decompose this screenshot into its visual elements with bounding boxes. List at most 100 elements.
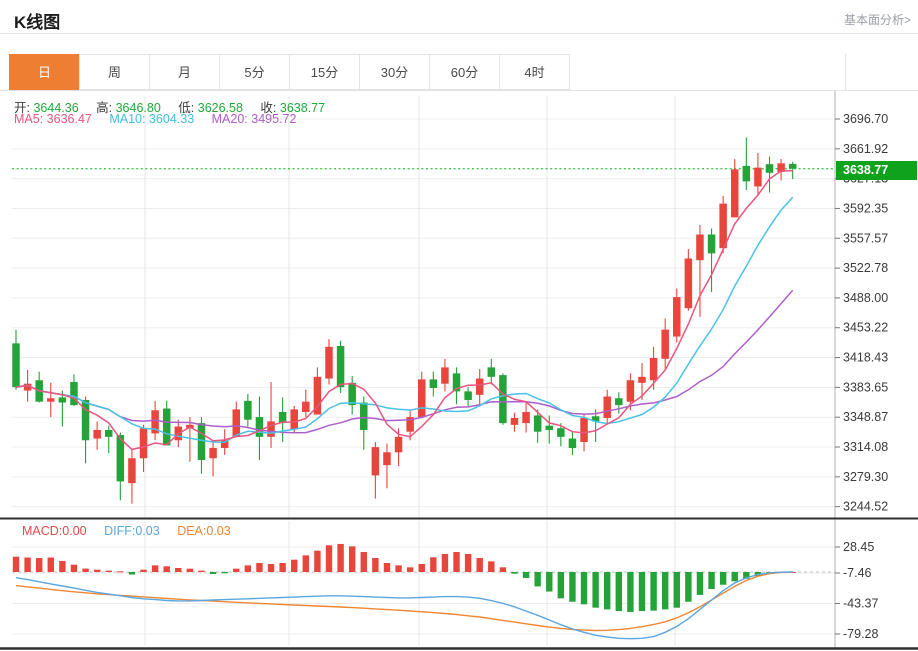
- macd-hist-bar: [70, 564, 78, 572]
- macd-hist-bar: [650, 572, 657, 611]
- axis-tick-label: 3592.35: [843, 201, 888, 215]
- macd-hist-bar: [372, 557, 379, 572]
- candle-body: [220, 440, 229, 448]
- macd-hist-bar: [233, 568, 240, 572]
- open-label: 开:: [14, 101, 30, 115]
- candle-body: [754, 167, 762, 187]
- candle-body: [580, 417, 588, 442]
- candle-body: [244, 400, 252, 420]
- dea-line: [15, 571, 793, 632]
- candle-body: [278, 411, 287, 424]
- candle-body: [116, 435, 125, 482]
- candle-body: [336, 345, 345, 388]
- macd-axis-tick-label: -7.46: [843, 566, 872, 580]
- candle-body: [302, 401, 310, 412]
- candle-body: [742, 165, 751, 182]
- candle-body: [70, 381, 78, 406]
- macd-hist-bar: [314, 550, 321, 572]
- candle-body: [661, 329, 669, 359]
- tab-15min[interactable]: 15分: [289, 54, 360, 90]
- candle-body: [730, 169, 739, 218]
- macd-hist-bar: [35, 557, 43, 572]
- candle-body: [267, 421, 275, 437]
- candle-body: [568, 438, 577, 448]
- candle-body: [557, 428, 565, 437]
- axis-tick-label: 3661.92: [843, 142, 888, 156]
- macd-hist-bar: [743, 572, 750, 579]
- tab-month[interactable]: 月: [149, 54, 220, 90]
- macd-hist-bar: [209, 572, 217, 575]
- macd-hist-bar: [418, 564, 425, 572]
- macd-hist-bar: [511, 572, 518, 574]
- candle-body: [47, 398, 55, 402]
- tabs-right-separator: [845, 54, 846, 90]
- candle-body: [417, 379, 426, 418]
- macd-hist-bar: [140, 569, 147, 572]
- macd-hist-bar: [569, 572, 576, 602]
- macd-legend: MACD:0.00 DIFF:0.03 DEA:0.03: [22, 524, 231, 538]
- axis-tick-label: 3383.65: [843, 380, 888, 394]
- candle-body: [696, 234, 704, 261]
- candle-body: [383, 452, 391, 466]
- tab-60min[interactable]: 60分: [429, 54, 500, 90]
- macd-hist-bar: [476, 557, 483, 572]
- tab-4hour[interactable]: 4时: [499, 54, 570, 90]
- axis-tick-label: 3522.78: [843, 261, 888, 275]
- candle-body: [23, 383, 32, 391]
- macd-hist-bar: [82, 568, 89, 572]
- macd-hist-bar: [128, 572, 136, 575]
- candle-body: [58, 397, 67, 403]
- tab-week[interactable]: 周: [79, 54, 150, 90]
- macd-hist-bar: [198, 570, 205, 572]
- macd-hist-bar: [337, 543, 344, 572]
- macd-hist-bar: [673, 572, 680, 608]
- macd-hist-bar: [430, 557, 437, 572]
- candle-body: [255, 417, 264, 437]
- macd-hist-bar: [279, 562, 286, 572]
- macd-hist-bar: [267, 564, 275, 572]
- candle-body: [626, 380, 635, 402]
- macd-hist-bar: [731, 572, 738, 582]
- macd-hist-bar: [12, 556, 20, 572]
- low-value: 3626.58: [197, 101, 243, 115]
- candle-body: [313, 376, 322, 415]
- ma5-line: [15, 169, 793, 451]
- tab-30min[interactable]: 30分: [359, 54, 430, 90]
- high-value: 3646.80: [115, 101, 161, 115]
- macd-axis-tick-label: -43.37: [843, 597, 878, 611]
- ma5-label-value: MA5: 3636.47: [14, 112, 92, 126]
- macd-hist-bar: [546, 572, 553, 592]
- ma20-label-value: MA20: 3495.72: [211, 112, 297, 126]
- current-price-badge: 3638.77: [836, 161, 917, 180]
- axis-tick-label: 3488.00: [843, 291, 888, 305]
- axis-tick-label: 3348.87: [843, 410, 888, 424]
- macd-hist-bar: [395, 565, 402, 572]
- macd-hist-bar: [522, 572, 530, 578]
- fundamental-analysis-link[interactable]: 基本面分析>: [843, 13, 911, 27]
- axis-tick-label: 3418.43: [843, 351, 888, 365]
- candle-body: [533, 415, 542, 432]
- macd-hist-bar: [105, 570, 112, 572]
- macd-hist-bar: [59, 560, 66, 572]
- macd-hist-bar: [360, 552, 367, 572]
- macd-hist-bar: [627, 572, 634, 612]
- macd-hist-bar: [256, 562, 263, 572]
- macd-hist-bar: [325, 545, 333, 572]
- tabs-bottom-border: [0, 90, 918, 91]
- candle-body: [777, 163, 785, 172]
- candle-body: [684, 258, 693, 309]
- candle-body: [649, 357, 658, 381]
- candle-body: [475, 378, 484, 395]
- high-label: 高:: [96, 101, 113, 115]
- macd-axis-tick-label: -79.28: [843, 627, 878, 641]
- axis-tick-label: 3314.08: [843, 440, 888, 454]
- candle-body: [139, 428, 148, 459]
- macd-hist-bar: [592, 572, 599, 608]
- candle-body: [394, 436, 403, 453]
- tab-5min[interactable]: 5分: [219, 54, 290, 90]
- tab-day[interactable]: 日: [9, 54, 80, 90]
- axis-tick-label: 3244.52: [843, 500, 888, 514]
- candle-body: [12, 343, 20, 388]
- macd-hist-bar: [244, 565, 252, 572]
